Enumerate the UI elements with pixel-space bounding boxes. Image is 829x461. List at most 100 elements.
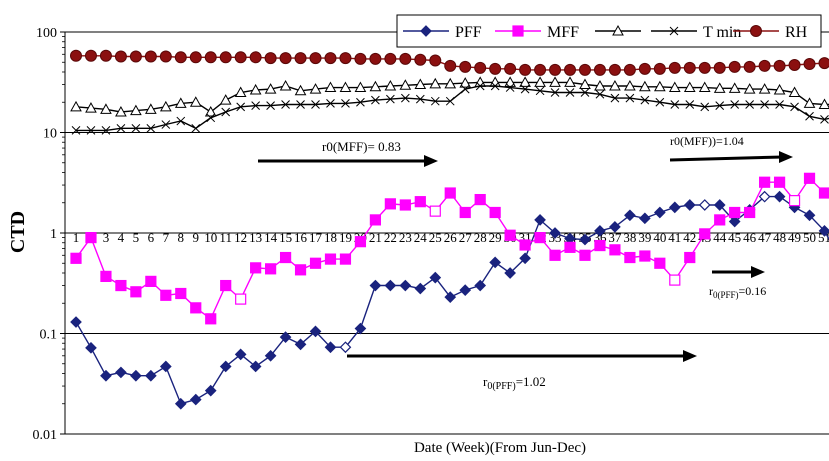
point-tmax — [594, 79, 606, 91]
x-tick-label: 15 — [279, 230, 292, 245]
point-pff — [420, 25, 432, 37]
point-tmin — [655, 97, 665, 107]
point-rh — [728, 60, 741, 73]
x-tick-label: 46 — [743, 230, 757, 245]
x-tick-label: 41 — [668, 230, 681, 245]
point-pff — [773, 190, 786, 203]
point-rh — [519, 63, 532, 76]
point-tmin — [580, 88, 590, 97]
arrow-r0-mff-1 — [258, 155, 438, 167]
point-tmax — [324, 81, 337, 93]
x-tick-label: 39 — [638, 230, 651, 245]
series-line — [75, 177, 829, 320]
x-tick-label: 21 — [369, 230, 382, 245]
point-pff — [459, 284, 472, 296]
point-mff — [474, 193, 486, 206]
point-pff — [279, 331, 292, 343]
point-mff — [759, 176, 771, 188]
point-rh — [219, 51, 232, 64]
point-tmin — [775, 100, 784, 109]
x-tick-label: 40 — [653, 230, 666, 245]
point-rh — [788, 58, 801, 71]
point-pff — [189, 393, 202, 406]
x-tick-label: 27 — [459, 230, 473, 245]
series-line — [75, 81, 829, 113]
point-pff — [683, 199, 696, 211]
point-tmin — [311, 100, 320, 109]
point-mff — [504, 229, 516, 241]
point-tmin — [191, 123, 201, 133]
point-rh — [174, 51, 187, 64]
point-rh — [129, 50, 142, 63]
x-tick-label: 22 — [384, 230, 397, 245]
point-tmin — [386, 94, 395, 104]
point-tmin — [745, 100, 755, 109]
point-mff — [489, 206, 501, 219]
point-mff — [70, 252, 82, 264]
point-mff — [729, 206, 741, 219]
point-rh — [489, 62, 502, 75]
point-tmax — [130, 104, 142, 116]
y-tick-label: 0.1 — [40, 328, 58, 343]
point-pff — [803, 209, 816, 222]
point-rh — [99, 49, 112, 62]
point-tmin — [86, 126, 96, 135]
point-tmin — [550, 88, 560, 97]
series-line — [75, 195, 829, 405]
point-mff — [534, 231, 546, 244]
point-tmin — [146, 123, 156, 133]
point-tmin — [116, 123, 126, 133]
point-mff — [773, 176, 786, 188]
point-rh — [399, 52, 412, 65]
point-mff — [100, 270, 112, 282]
point-pff — [594, 225, 606, 237]
point-pff — [309, 325, 322, 338]
point-tmin — [266, 101, 275, 111]
x-tick-label: 8 — [178, 230, 185, 245]
point-pff — [294, 338, 307, 351]
point-rh — [758, 59, 771, 72]
point-rh — [294, 52, 307, 65]
point-tmin — [805, 111, 814, 121]
point-mff — [639, 250, 651, 262]
point-rh — [384, 52, 397, 65]
x-tick-label: 28 — [474, 230, 487, 245]
point-pff — [399, 279, 412, 292]
point-tmax — [115, 105, 127, 117]
point-rh — [264, 52, 277, 65]
point-tmax — [309, 83, 322, 94]
point-tmin — [730, 100, 740, 109]
point-rh — [743, 60, 756, 73]
x-tick-label: 42 — [683, 230, 696, 245]
x-tick-label: 47 — [758, 230, 772, 245]
point-mff — [684, 251, 696, 264]
series-line — [76, 85, 829, 132]
point-tmax — [639, 80, 651, 92]
y-tick-label: 100 — [36, 26, 57, 41]
point-tmax — [219, 94, 232, 105]
point-mff — [324, 253, 337, 265]
annotation-r0-mff-2: r0(MFF))=1.04 — [670, 134, 744, 148]
point-tmin — [715, 101, 725, 111]
point-tmax — [728, 82, 741, 93]
point-rh — [698, 61, 711, 74]
point-mff — [160, 289, 172, 301]
point-mff — [339, 253, 352, 265]
point-tmin — [445, 96, 455, 106]
point-tmin — [341, 98, 350, 108]
point-rh — [84, 49, 97, 62]
point-mff — [354, 236, 367, 248]
point-tmin — [670, 100, 680, 109]
point-tmin — [400, 93, 410, 103]
point-tmax — [713, 82, 726, 93]
point-tmin — [820, 115, 829, 124]
point-mff — [744, 206, 756, 219]
point-pff — [639, 212, 651, 225]
point-tmin — [430, 96, 440, 106]
point-mff — [594, 239, 606, 252]
point-tmin — [460, 84, 470, 94]
point-mff — [250, 262, 262, 274]
point-tmax — [803, 97, 816, 108]
x-tick-labels: 1234567891011121314151617181920212223242… — [73, 230, 829, 245]
